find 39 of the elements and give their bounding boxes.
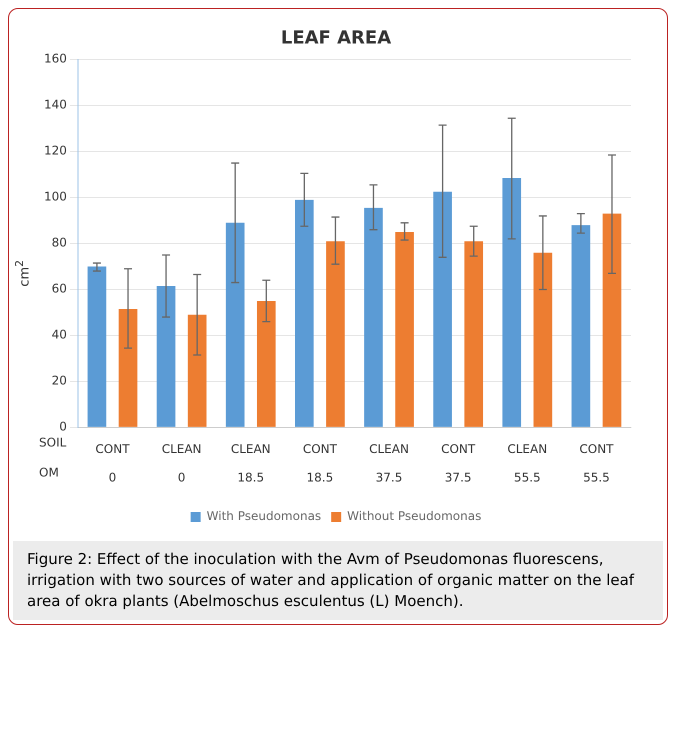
category-label: CONT 18.5 <box>302 442 337 485</box>
bar <box>572 225 590 427</box>
bar <box>502 178 522 427</box>
bar <box>256 300 276 427</box>
bar <box>156 286 176 427</box>
category-label: CLEAN 0 <box>162 442 202 485</box>
caption: Figure 2: Effect of the inoculation with the Avm of Pseudomonas fluorescens, irrigation with two sources of water and application of organic matter on the leaf area of okra plants (Abelmoschus esculentus (L) Moench). <box>13 541 663 620</box>
bar <box>188 314 206 427</box>
bar <box>602 214 622 427</box>
y-tick-label: 40 <box>52 328 67 342</box>
y-tick-label: 100 <box>44 190 67 204</box>
bar <box>464 241 484 427</box>
bar <box>326 241 345 427</box>
category-label: CONT 0 <box>95 442 130 485</box>
category-label: CONT 37.5 <box>441 442 476 485</box>
bar <box>534 252 552 427</box>
legend-label: With Pseudomonas <box>206 509 322 524</box>
bar <box>88 266 106 427</box>
y-tick-label: 20 <box>52 374 67 388</box>
y-tick-label: 120 <box>44 144 67 158</box>
bar <box>395 232 414 427</box>
bar <box>294 200 314 427</box>
text: SOIL <box>39 436 67 450</box>
y-tick-label: 60 <box>52 282 67 296</box>
y-tick-label: 160 <box>44 52 67 66</box>
y-tick-label: 80 <box>52 236 67 250</box>
bar <box>433 192 452 427</box>
y-tick-label: 0 <box>59 420 67 434</box>
bar <box>226 222 245 427</box>
category-label: CLEAN 55.5 <box>507 442 548 485</box>
category-label: CLEAN 37.5 <box>369 442 409 485</box>
legend-label: Without Pseudomonas <box>347 509 482 524</box>
category-label: CLEAN 18.5 <box>230 442 271 485</box>
bar <box>364 208 383 427</box>
chart-title: LEAF AREA <box>280 27 392 48</box>
y-tick-label: 140 <box>44 98 67 112</box>
bar <box>118 309 138 427</box>
text: OM <box>39 466 59 480</box>
category-label: CONT 55.5 <box>579 442 614 485</box>
